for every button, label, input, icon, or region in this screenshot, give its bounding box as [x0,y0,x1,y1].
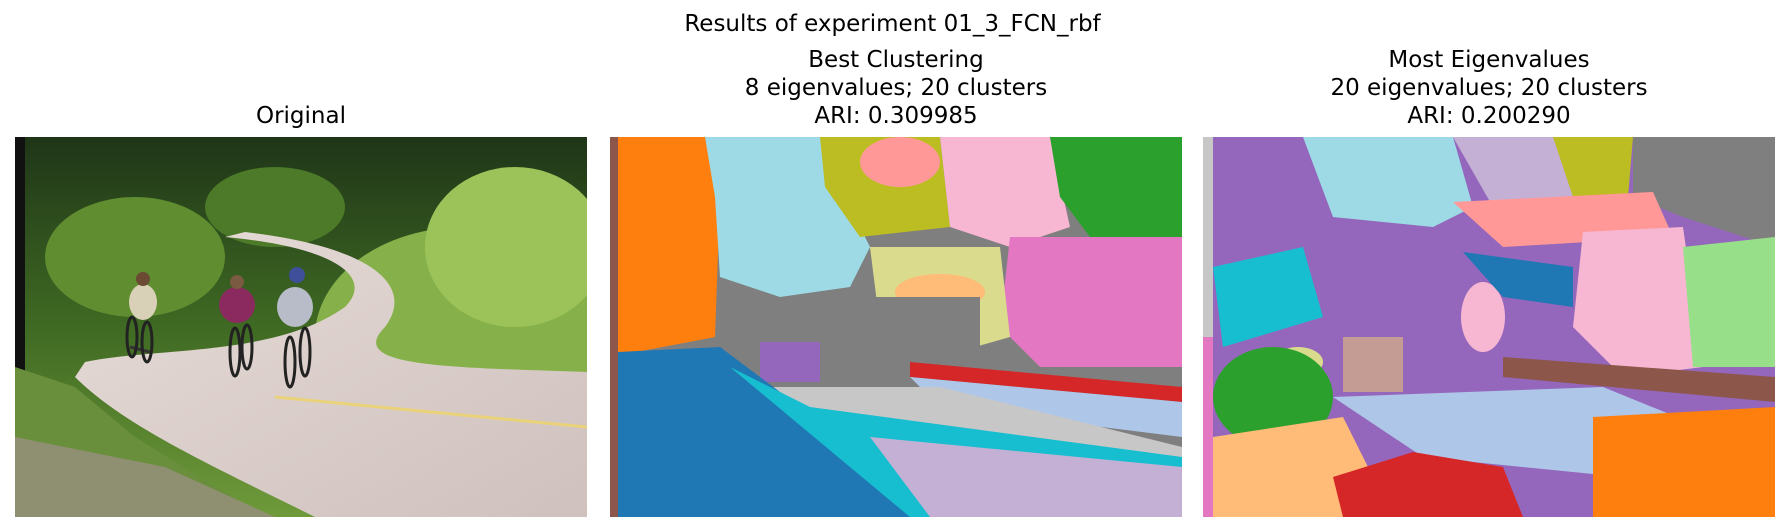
most-eigenvalues-segmentation-panel [1203,137,1775,517]
original-photo-panel [15,137,587,517]
panel-most-eigenvalues-ari: ARI: 0.200290 [1407,103,1571,129]
panel-best-clustering-subtitle: 8 eigenvalues; 20 clusters [744,75,1048,101]
figure-suptitle: Results of experiment 01_3_FCN_rbf [684,11,1101,37]
panel-most-eigenvalues-subtitle: 20 eigenvalues; 20 clusters [1330,75,1648,101]
original-photo [15,137,587,517]
panel-original-title: Original [255,103,346,129]
best-clustering-segmentation [610,137,1182,517]
panel-best-clustering-ari: ARI: 0.309985 [814,103,978,129]
most-eigenvalues-segmentation [1203,137,1775,517]
panel-most-eigenvalues-title: Most Eigenvalues [1388,47,1590,73]
panel-best-clustering-title: Best Clustering [808,47,984,73]
best-clustering-segmentation-panel [610,137,1182,517]
